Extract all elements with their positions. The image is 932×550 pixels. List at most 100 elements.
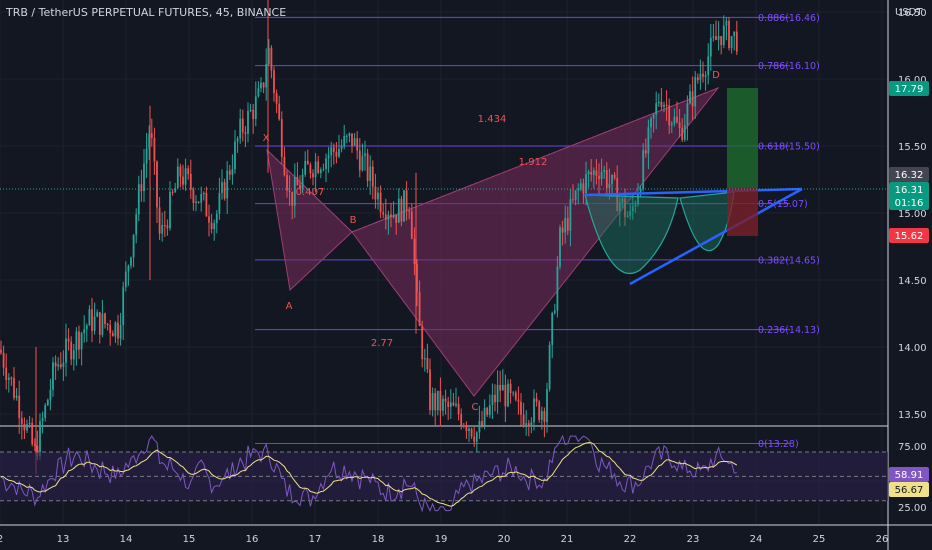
candle xyxy=(288,175,291,206)
target-zone xyxy=(727,88,758,188)
stop-price-tag: 15.62 xyxy=(889,228,929,243)
candle xyxy=(717,21,720,51)
candle xyxy=(88,305,91,326)
candle xyxy=(260,77,262,93)
candle xyxy=(101,299,104,338)
candle xyxy=(2,345,5,376)
candle xyxy=(566,206,569,236)
candle xyxy=(735,20,738,56)
candle xyxy=(239,108,242,144)
candle xyxy=(286,170,288,198)
candle xyxy=(507,379,509,408)
candle xyxy=(140,169,143,202)
candle xyxy=(111,330,114,337)
price-tick-label: 16.50 xyxy=(898,8,927,19)
time-tick-label: 18 xyxy=(372,534,385,545)
candle xyxy=(668,98,671,135)
candle xyxy=(249,103,252,113)
candle xyxy=(390,202,392,228)
candle xyxy=(447,396,450,420)
candle xyxy=(223,178,226,201)
candle xyxy=(691,76,694,121)
candle xyxy=(124,261,127,292)
candle xyxy=(267,39,270,65)
candle xyxy=(704,71,707,91)
candle xyxy=(722,15,725,49)
candle xyxy=(161,212,164,242)
candle xyxy=(265,48,268,101)
candle xyxy=(468,427,470,443)
candle xyxy=(681,118,684,143)
candle xyxy=(647,119,650,170)
candle xyxy=(197,201,200,204)
bcd-triangle xyxy=(351,86,720,397)
candle xyxy=(455,387,457,408)
candle xyxy=(314,153,317,193)
candle xyxy=(335,142,338,164)
time-tick-label: 15 xyxy=(183,534,196,545)
candle xyxy=(226,161,229,214)
candle xyxy=(702,61,704,83)
candle xyxy=(517,386,520,415)
candle xyxy=(143,149,145,203)
candle xyxy=(626,211,629,218)
candle xyxy=(150,118,153,147)
candle xyxy=(169,181,171,231)
candle xyxy=(548,341,551,392)
candle xyxy=(236,136,239,153)
candle xyxy=(470,427,473,440)
candle xyxy=(475,431,478,452)
candle xyxy=(41,411,44,434)
candle xyxy=(312,169,314,186)
candle xyxy=(15,387,18,401)
candle xyxy=(247,102,249,143)
time-tick-label: 14 xyxy=(120,534,133,545)
time-tick-label: 16 xyxy=(246,534,259,545)
wedge-upper-line xyxy=(584,187,803,197)
candle xyxy=(725,17,728,41)
candle xyxy=(408,206,411,220)
candle xyxy=(421,320,424,368)
candle xyxy=(119,312,122,346)
candle xyxy=(655,91,658,130)
candle xyxy=(683,114,686,142)
last-price-tag: 16.32 xyxy=(889,167,929,182)
candle xyxy=(28,415,31,428)
candle xyxy=(280,111,283,165)
candle xyxy=(254,81,257,127)
candle xyxy=(504,374,507,423)
bar-countdown: 01:16 xyxy=(895,198,924,209)
candle xyxy=(712,23,715,42)
candle xyxy=(189,159,192,199)
candle xyxy=(23,417,26,440)
candle xyxy=(462,423,465,429)
pattern-point-a: A xyxy=(286,301,293,312)
pattern-point-x: X xyxy=(263,133,270,144)
candle xyxy=(5,353,8,390)
candle xyxy=(397,188,400,223)
candle xyxy=(598,163,600,194)
time-tick-label: 17 xyxy=(309,534,322,545)
candle xyxy=(262,81,265,94)
svg-text:15.62: 15.62 xyxy=(895,231,924,242)
price-axis-unit: USDT xyxy=(895,7,923,18)
candle xyxy=(673,108,676,127)
candle xyxy=(527,419,530,437)
candle xyxy=(353,133,356,147)
candle xyxy=(592,167,595,189)
rsi-value-tag: 58.91 xyxy=(889,467,929,482)
candle xyxy=(444,389,447,415)
cup-pattern-left xyxy=(584,194,679,275)
candle xyxy=(33,438,36,452)
time-tick-label: 23 xyxy=(687,534,700,545)
fib-level-label: 0.382(14.65) xyxy=(758,255,820,266)
candle xyxy=(18,380,21,434)
candle xyxy=(429,358,431,415)
candle xyxy=(293,163,296,218)
candle xyxy=(244,126,247,148)
candle xyxy=(452,392,455,407)
pattern-ratio-label: 1.434 xyxy=(478,114,507,125)
candle xyxy=(494,384,496,412)
candle xyxy=(577,183,580,205)
